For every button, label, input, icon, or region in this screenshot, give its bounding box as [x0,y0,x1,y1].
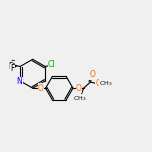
Text: F: F [8,62,12,71]
Text: N: N [17,77,22,86]
Text: O: O [95,79,101,88]
Text: O: O [38,84,44,93]
Text: O: O [76,84,82,93]
Text: O: O [90,70,95,79]
Text: Cl: Cl [48,60,55,69]
Text: F: F [10,60,14,69]
Text: F: F [10,64,14,73]
Text: CH$_3$: CH$_3$ [73,94,86,103]
Text: CH$_3$: CH$_3$ [99,79,112,88]
